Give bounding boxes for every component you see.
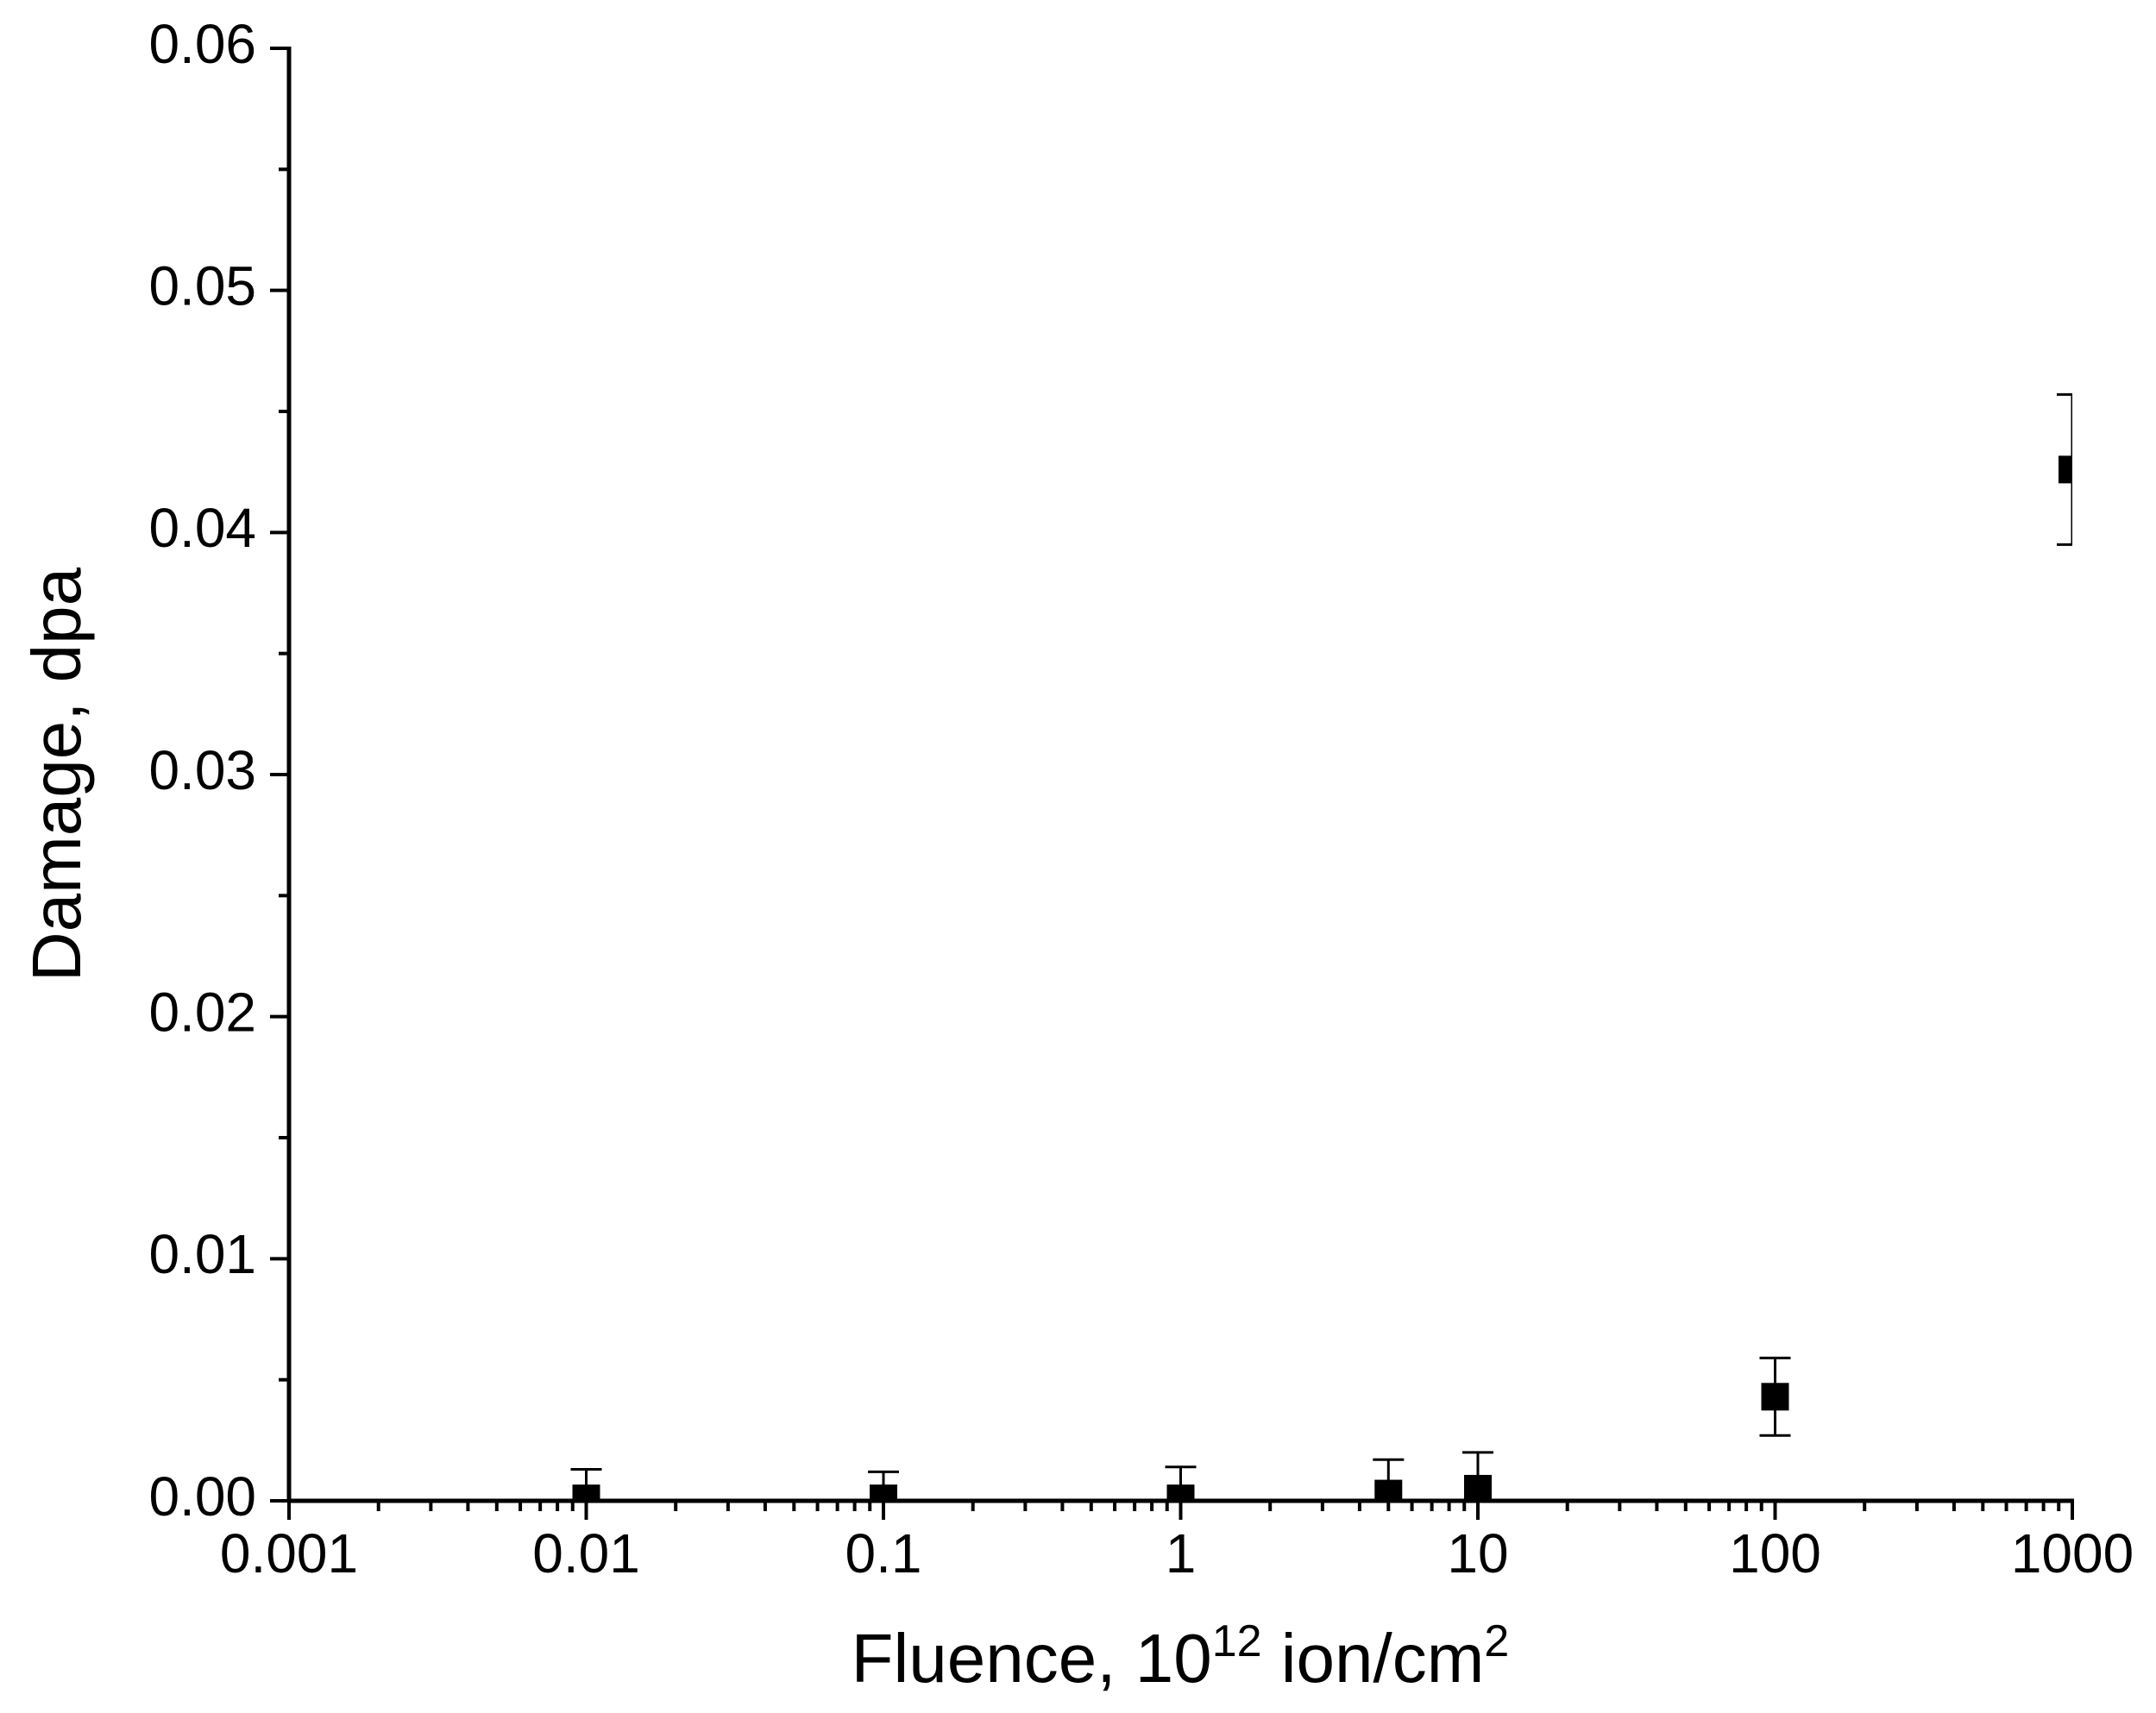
y-tick-label: 0.06 [148, 13, 256, 75]
plot-area [570, 392, 2072, 1501]
y-tick-label: 0.01 [148, 1223, 256, 1285]
marker [2059, 455, 2072, 484]
x-tick-label: 0.1 [845, 1522, 922, 1584]
y-tick-label: 0.02 [148, 982, 256, 1044]
x-axis-title-part: Fluence, 10 [852, 1620, 1212, 1697]
superscript: 12 [1212, 1616, 1262, 1666]
marker [1761, 1383, 1789, 1411]
marker [1374, 1479, 1403, 1501]
marker [572, 1484, 600, 1501]
x-tick-label: 1000 [2011, 1522, 2134, 1584]
x-tick-label: 0.01 [532, 1522, 640, 1584]
marker [1464, 1474, 1492, 1501]
y-tick-label: 0.04 [148, 497, 256, 559]
superscript: 2 [1484, 1616, 1509, 1666]
y-tick-label: 0.05 [148, 255, 256, 317]
x-axis-title-part: ion/cm [1262, 1620, 1485, 1697]
x-tick-label: 0.001 [220, 1522, 358, 1584]
x-tick-label: 1 [1166, 1522, 1197, 1584]
x-tick-label: 100 [1729, 1522, 1821, 1584]
marker [1166, 1484, 1195, 1501]
y-tick-label: 0.03 [148, 739, 256, 801]
marker [870, 1484, 897, 1501]
error-bar [2057, 392, 2072, 546]
y-axis-title: Damage, dpa [18, 567, 95, 982]
x-axis-title: Fluence, 1012 ion/cm2 [852, 1616, 1510, 1697]
y-tick-label: 0.00 [148, 1465, 256, 1528]
x-tick-label: 10 [1447, 1522, 1508, 1584]
